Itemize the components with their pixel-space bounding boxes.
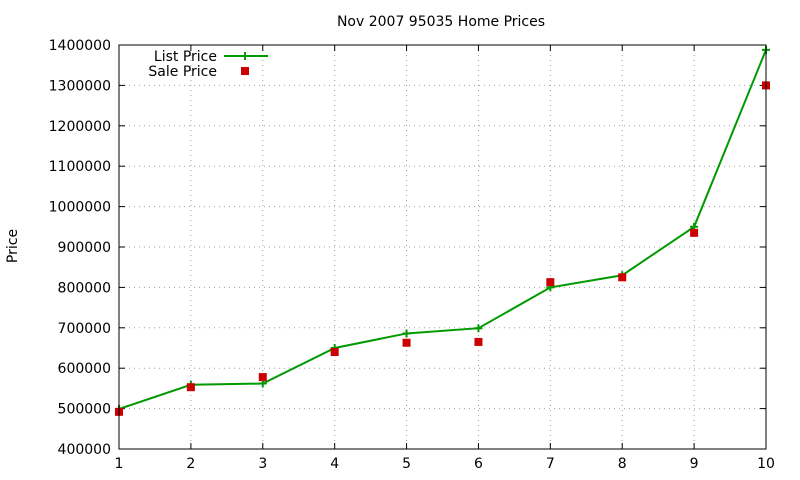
legend: List Price Sale Price [148, 49, 268, 80]
legend-label-list-price: List Price [154, 49, 217, 65]
axis-ticks [118, 44, 767, 450]
x-tick-label: 1 [115, 456, 124, 472]
series [115, 45, 770, 416]
sale-price-point [690, 228, 699, 237]
legend-marker-sale-price [241, 67, 249, 75]
y-tick-label: 400000 [58, 442, 111, 458]
y-tick-label: 700000 [58, 321, 111, 337]
y-tick-label: 800000 [58, 280, 111, 296]
grid [119, 45, 766, 449]
legend-label-sale-price: Sale Price [148, 64, 217, 80]
y-axis-label: Price [5, 229, 21, 263]
list-price-point [474, 324, 483, 333]
y-tick-label: 600000 [58, 361, 111, 377]
list-price-line [118, 49, 767, 410]
x-tick-label: 7 [546, 456, 555, 472]
sale-price-point [546, 278, 555, 287]
x-tick-label: 8 [618, 456, 627, 472]
legend-marker-list-price [241, 52, 249, 60]
y-tick-label: 1000000 [49, 200, 111, 216]
plot-border [118, 44, 767, 450]
y-tick-label: 1200000 [49, 119, 111, 135]
list-price-point [402, 329, 411, 338]
x-tick-label: 2 [186, 456, 195, 472]
sale-price-point [258, 373, 267, 382]
sale-price-point [186, 383, 195, 392]
y-tick-label: 1300000 [49, 78, 111, 94]
tick-labels: 400000 500000 600000 700000 800000 900000 1000… [49, 38, 775, 472]
y-tick-label: 1100000 [49, 159, 111, 175]
x-tick-label: 5 [402, 456, 411, 472]
x-tick-label: 6 [474, 456, 483, 472]
sale-price-point [618, 273, 627, 282]
x-tick-label: 4 [330, 456, 339, 472]
y-tick-label: 900000 [58, 240, 111, 256]
x-tick-label: 10 [757, 456, 775, 472]
chart-title: Nov 2007 95035 Home Prices [337, 14, 545, 30]
y-tick-label: 1400000 [49, 38, 111, 54]
y-tick-label: 500000 [58, 402, 111, 418]
x-tick-label: 3 [258, 456, 267, 472]
sale-price-point [330, 348, 339, 357]
x-tick-label: 9 [690, 456, 699, 472]
sale-price-point [474, 337, 483, 346]
sale-price-point [402, 338, 411, 347]
